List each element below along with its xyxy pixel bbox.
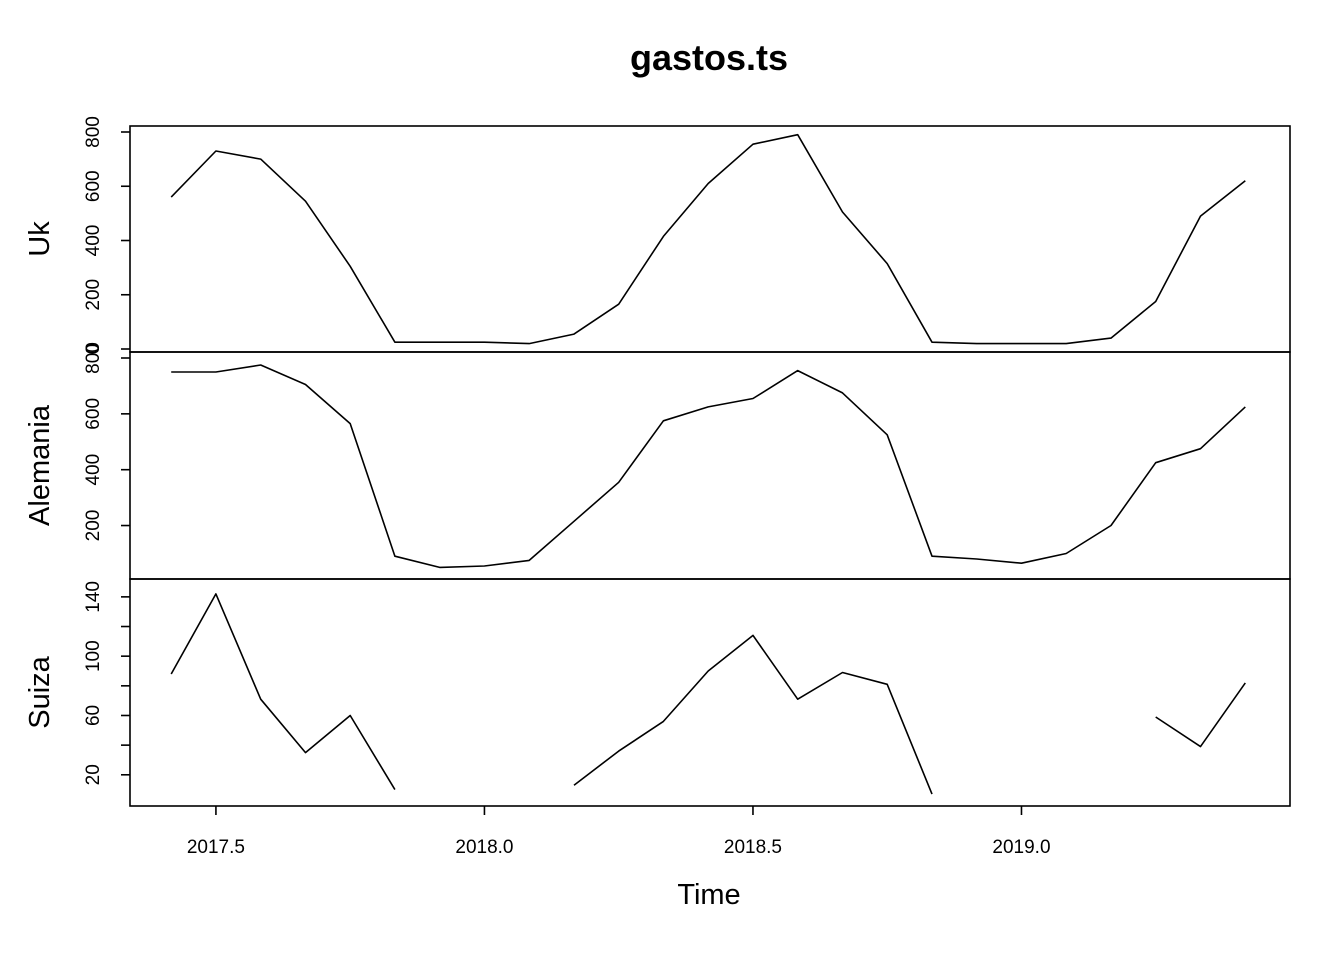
panel-suiza: Suiza 20 60 100 140 — [24, 578, 1291, 807]
y-tick-label: 140 — [83, 581, 104, 613]
x-tick-label: 2019.0 — [992, 837, 1050, 858]
series-line-alemania — [171, 364, 1246, 569]
y-tick-label: 0 — [83, 344, 104, 355]
y-tick-label: 200 — [83, 279, 104, 311]
series-line-suiza — [573, 634, 933, 795]
panel-alemania: Alemania 200 400 600 800 — [24, 342, 1291, 580]
panel-frame — [129, 351, 1291, 580]
x-tick-label: 2017.5 — [187, 837, 245, 858]
series-line-suiza — [170, 593, 396, 791]
y-tick-label: 800 — [83, 342, 104, 374]
y-axis-title: Alemania — [24, 404, 56, 526]
panel-frame — [129, 125, 1291, 353]
y-tick-label: 100 — [83, 640, 104, 672]
y-tick-label: 200 — [83, 510, 104, 542]
y-tick-label: 60 — [83, 705, 104, 726]
y-tick-label: 600 — [83, 170, 104, 202]
x-tick-label: 2018.5 — [724, 837, 782, 858]
chart-title: gastos.ts — [630, 37, 788, 78]
y-tick-label: 400 — [83, 225, 104, 257]
y-tick-label: 800 — [83, 116, 104, 148]
y-axis-title: Uk — [24, 221, 56, 257]
series-line-uk — [170, 133, 1246, 345]
panel-uk: Uk 0 200 400 600 800 — [24, 116, 1291, 355]
y-axis-title: Suiza — [24, 655, 56, 728]
y-tick-label: 400 — [83, 454, 104, 486]
y-tick-label: 600 — [83, 398, 104, 430]
panel-frame — [129, 578, 1291, 807]
y-tick-label: 20 — [83, 764, 104, 785]
x-tick-label: 2018.0 — [455, 837, 513, 858]
x-axis-title: Time — [677, 879, 740, 911]
panels: Uk 0 200 400 600 800 Alemania 200 400 600 800 Suiza… — [24, 116, 1291, 807]
series-line-suiza — [1155, 682, 1246, 748]
x-axis: 2017.5 2018.0 2018.5 2019.0 — [187, 806, 1051, 858]
